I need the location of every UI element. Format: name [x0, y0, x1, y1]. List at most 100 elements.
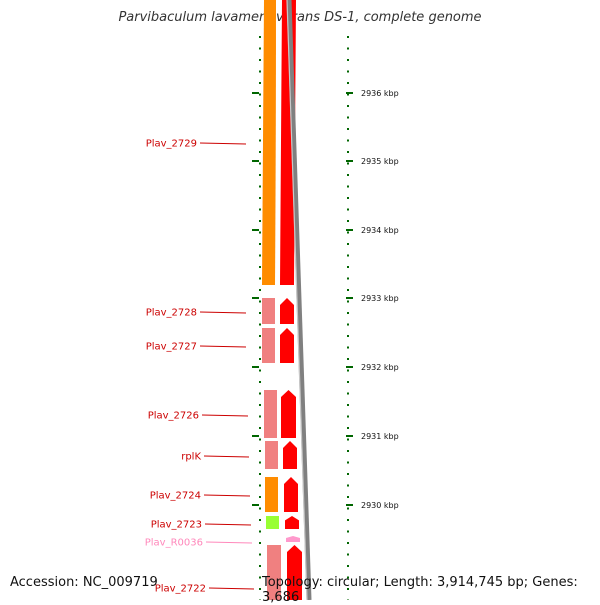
- guide-dot: [259, 300, 261, 303]
- guide-dot: [259, 70, 261, 73]
- guide-dot: [259, 162, 261, 165]
- guide-dot: [259, 82, 261, 84]
- guide-dot: [347, 254, 349, 257]
- guide-dot: [259, 565, 261, 567]
- gene-leader-line: [204, 523, 252, 526]
- gene-label: Plav_2724: [150, 491, 201, 502]
- tick-label: 2931 kbp: [361, 432, 399, 441]
- gene-label: rplK: [181, 452, 201, 463]
- guide-dot: [259, 220, 261, 222]
- map-title: Parvibaculum lavamentivorans DS-1, compl…: [118, 10, 482, 25]
- guide-dot: [259, 231, 261, 234]
- cds-arrow: [280, 298, 294, 324]
- gene-label: Plav_2729: [146, 139, 197, 150]
- guide-dot: [347, 415, 349, 418]
- topology-text: Topology: circular; Length: 3,914,745 bp…: [262, 575, 578, 605]
- guide-dot: [259, 369, 261, 372]
- guide-dot: [259, 185, 261, 188]
- guide-dot: [347, 185, 349, 188]
- guide-dot: [347, 588, 349, 590]
- guide-dot: [347, 530, 349, 533]
- guide-dot: [259, 519, 261, 521]
- guide-dot: [347, 450, 349, 452]
- guide-dot: [259, 59, 261, 61]
- guide-dot: [347, 312, 349, 314]
- tick-mark-left: [252, 297, 259, 299]
- guide-dot: [259, 588, 261, 590]
- guide-dot: [259, 243, 261, 245]
- guide-dot: [259, 105, 261, 107]
- cds-block-light: [262, 298, 275, 324]
- gene-label: Plav_2728: [146, 308, 197, 319]
- green-feature-block: [266, 516, 279, 529]
- guide-dot: [259, 358, 261, 360]
- guide-dot: [347, 438, 349, 441]
- guide-dot: [347, 496, 349, 498]
- guide-dot: [259, 461, 261, 464]
- cds-arrow: [287, 545, 302, 600]
- tick-mark-left: [252, 435, 259, 437]
- tick-mark-left: [252, 504, 259, 506]
- guide-dot: [347, 335, 349, 337]
- guide-dot: [259, 346, 261, 349]
- guide-dot: [347, 277, 349, 280]
- guide-dot: [259, 473, 261, 475]
- gene-leader-line: [203, 494, 251, 497]
- tick-label: 2930 kbp: [361, 501, 399, 510]
- tick-mark-right: [346, 504, 353, 506]
- tick-label: 2935 kbp: [361, 157, 399, 166]
- cds-block-light: [265, 441, 278, 469]
- guide-dot: [347, 323, 349, 326]
- cds-block-light: [262, 328, 275, 363]
- backbone-line: [286, 0, 312, 600]
- guide-dot: [259, 392, 261, 395]
- guide-dot: [259, 266, 261, 268]
- guide-dot: [259, 254, 261, 257]
- guide-dot: [347, 93, 349, 96]
- tick-mark-right: [346, 366, 353, 368]
- accession-text: Accession: NC_009719: [10, 575, 158, 590]
- guide-dot: [347, 197, 349, 199]
- guide-dot: [259, 450, 261, 452]
- guide-dot: [347, 151, 349, 153]
- guide-dot: [259, 116, 261, 119]
- guide-dot: [259, 496, 261, 498]
- guide-dot: [259, 93, 261, 96]
- guide-dot: [347, 116, 349, 119]
- gene-label: Plav_2726: [148, 411, 199, 422]
- guide-dot: [259, 36, 261, 38]
- gene-label: Plav_R0036: [145, 538, 203, 549]
- guide-dot: [259, 542, 261, 544]
- cds-block-light: [267, 545, 281, 600]
- guide-dot: [347, 553, 349, 556]
- cds-arrow: [285, 516, 299, 529]
- guide-dot: [347, 427, 349, 429]
- orange-feature-block: [265, 477, 278, 512]
- guide-dot: [347, 220, 349, 222]
- tick-mark-right: [346, 229, 353, 231]
- guide-dot: [259, 335, 261, 337]
- guide-dot: [259, 47, 261, 50]
- tick-mark-left: [252, 160, 259, 162]
- gene-label: Plav_2727: [146, 342, 197, 353]
- guide-dot: [347, 59, 349, 61]
- tick-mark-left: [252, 229, 259, 231]
- tick-label: 2936 kbp: [361, 89, 399, 98]
- guide-dot: [259, 197, 261, 199]
- guide-dot: [259, 151, 261, 153]
- gene-leader-line: [201, 414, 249, 417]
- tick-mark-right: [346, 92, 353, 94]
- guide-dot: [347, 300, 349, 303]
- guide-dot: [347, 404, 349, 406]
- guide-dot: [347, 461, 349, 464]
- cds-block-light: [264, 390, 277, 438]
- tick-mark-right: [346, 297, 353, 299]
- guide-dot: [347, 82, 349, 84]
- guide-dot: [259, 427, 261, 429]
- cds-arrow: [283, 441, 297, 469]
- guide-dot: [259, 289, 261, 291]
- guide-dot: [347, 565, 349, 567]
- guide-dot: [347, 542, 349, 544]
- rna-arrow: [286, 536, 300, 542]
